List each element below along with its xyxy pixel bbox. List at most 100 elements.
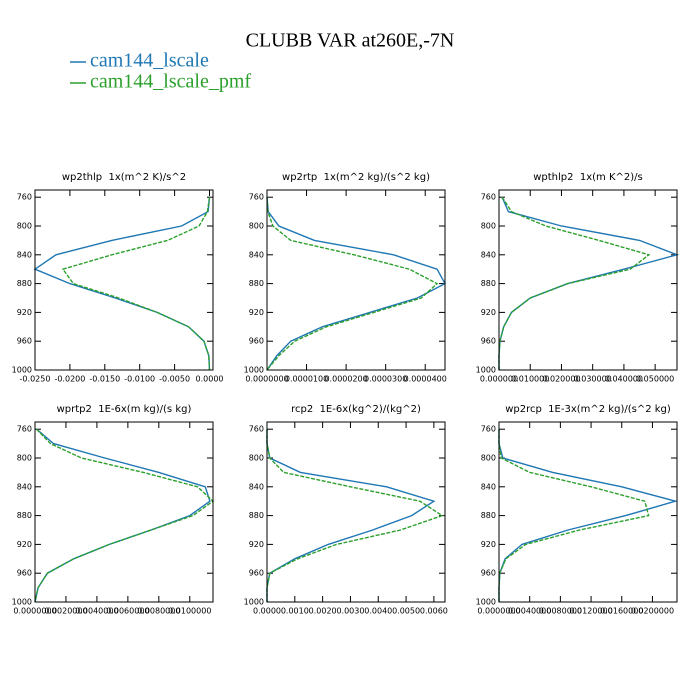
legend-label: cam144_lscale_pmf (90, 71, 251, 93)
y-tick-label: 1000 (476, 598, 496, 607)
x-tick-label: -0.0250 (20, 375, 51, 384)
series-line (266, 197, 439, 371)
x-tick-label: 0.0040 (364, 607, 392, 616)
x-tick-label: 0.010000 (511, 375, 549, 384)
x-tick-label: 0.0000100 (285, 375, 328, 384)
series-line (266, 429, 444, 602)
y-tick-label: 840 (17, 250, 32, 259)
x-tick-label: 0.0050 (392, 607, 420, 616)
subplot-title: wp2rtp 1x(m^2 kg)/(s^2 kg) (282, 172, 430, 183)
y-tick-label: 960 (249, 569, 264, 578)
y-tick-label: 840 (17, 482, 32, 491)
y-tick-label: 1000 (12, 366, 32, 375)
x-tick-label: -0.0200 (54, 375, 85, 384)
series-line (33, 197, 211, 371)
subplot-title: rcp2 1E-6x(kg^2)/(kg^2) (291, 404, 421, 415)
x-tick-label: 0.0160000 (600, 607, 643, 616)
x-tick-label: 0.0000 (196, 375, 224, 384)
x-tick-label: 0.0000000 (13, 607, 56, 616)
y-tick-label: 920 (17, 540, 32, 549)
series-line (61, 197, 211, 371)
y-tick-label: 760 (481, 193, 496, 202)
x-tick-label: 0.020000 (542, 375, 580, 384)
x-tick-label: 0.0040000 (75, 607, 118, 616)
x-tick-label: 0.0100000 (168, 607, 211, 616)
series-line (266, 197, 446, 371)
subplot-title: wp2rcp 1E-3x(m^2 kg)/(s^2 kg) (505, 404, 671, 415)
x-tick-label: 0.0080000 (137, 607, 180, 616)
y-tick-label: 880 (249, 511, 264, 520)
y-tick-label: 840 (481, 250, 496, 259)
x-tick-label: 0.0020 (309, 607, 337, 616)
y-tick-label: 760 (17, 193, 32, 202)
y-tick-label: 760 (17, 425, 32, 434)
x-tick-label: 0.0080000 (539, 607, 582, 616)
plot-frame (498, 189, 678, 371)
series-line (34, 428, 211, 603)
x-tick-label: 0.0010 (281, 607, 309, 616)
plot-frame (266, 421, 446, 603)
x-tick-label: 0.0000000 (477, 607, 520, 616)
series-line (498, 196, 680, 370)
x-tick-label: -0.0150 (89, 375, 120, 384)
x-tick-label: 0.0120000 (569, 607, 612, 616)
y-tick-label: 920 (481, 540, 496, 549)
figure-title: CLUBB VAR at260E,-7N (246, 30, 455, 52)
x-tick-label: 0.0200000 (631, 607, 674, 616)
y-tick-label: 920 (17, 308, 32, 317)
y-tick-label: 1000 (244, 366, 264, 375)
x-tick-label: 0.030000 (574, 375, 612, 384)
y-tick-label: 800 (17, 222, 32, 231)
x-tick-label: 0.000000 (480, 375, 518, 384)
series-line (34, 428, 215, 603)
y-tick-label: 800 (249, 454, 264, 463)
series-line (498, 429, 650, 602)
x-tick-label: 0.040000 (605, 375, 643, 384)
y-tick-label: 920 (481, 308, 496, 317)
y-tick-label: 1000 (244, 598, 264, 607)
series-line (266, 429, 436, 602)
y-tick-label: 960 (249, 337, 264, 346)
y-tick-label: 880 (17, 279, 32, 288)
x-tick-label: -0.0050 (159, 375, 190, 384)
x-tick-label: 0.0060 (420, 607, 448, 616)
y-tick-label: 920 (249, 308, 264, 317)
y-tick-label: 800 (17, 454, 32, 463)
x-tick-label: -0.0100 (124, 375, 155, 384)
series-line (498, 196, 651, 370)
x-tick-label: 0.0060000 (106, 607, 149, 616)
y-tick-label: 840 (249, 250, 264, 259)
x-tick-label: 0.0030 (336, 607, 364, 616)
y-tick-label: 960 (17, 337, 32, 346)
y-tick-label: 1000 (12, 598, 32, 607)
plot-frame (498, 421, 678, 603)
y-tick-label: 960 (481, 569, 496, 578)
y-tick-label: 760 (481, 425, 496, 434)
y-tick-label: 880 (481, 511, 496, 520)
x-tick-label: 0.0020000 (44, 607, 87, 616)
x-tick-label: 0.050000 (636, 375, 674, 384)
subplot-title: wp2thlp 1x(m^2 K)/s^2 (62, 172, 186, 183)
y-tick-label: 880 (249, 279, 264, 288)
y-tick-label: 960 (17, 569, 32, 578)
legend-label: cam144_lscale (90, 50, 209, 72)
plot-frame (34, 189, 214, 371)
y-tick-label: 1000 (476, 366, 496, 375)
x-tick-label: 0.0000200 (324, 375, 367, 384)
subplot-title: wpthlp2 1x(m K^2)/s (533, 172, 643, 183)
subplot-title: wprtp2 1E-6x(m kg)/(s kg) (57, 404, 192, 415)
plot-frame (266, 189, 446, 371)
x-tick-label: 0.0000400 (404, 375, 447, 384)
y-tick-label: 760 (249, 425, 264, 434)
y-tick-label: 880 (481, 279, 496, 288)
plot-frame (34, 421, 214, 603)
y-tick-label: 760 (249, 193, 264, 202)
y-tick-label: 800 (481, 222, 496, 231)
x-tick-label: 0.0000 (253, 607, 281, 616)
y-tick-label: 840 (481, 482, 496, 491)
x-tick-label: 0.0000000 (245, 375, 288, 384)
y-tick-label: 840 (249, 482, 264, 491)
y-tick-label: 800 (481, 454, 496, 463)
x-tick-label: 0.0040000 (508, 607, 551, 616)
